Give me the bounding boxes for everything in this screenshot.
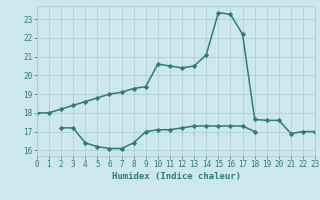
X-axis label: Humidex (Indice chaleur): Humidex (Indice chaleur)	[111, 172, 241, 181]
